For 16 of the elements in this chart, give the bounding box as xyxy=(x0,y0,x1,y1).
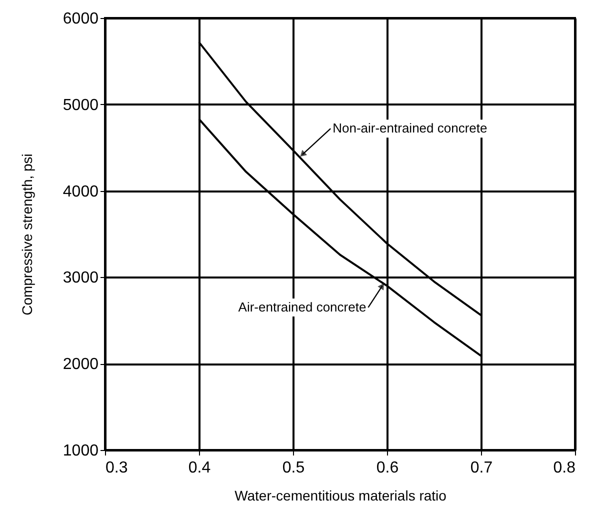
y-tick-label: 4000 xyxy=(62,183,99,200)
y-axis-title: Compressive strength, psi xyxy=(18,154,35,316)
y-tick-label: 2000 xyxy=(62,356,99,374)
x-tick-label: 0.4 xyxy=(188,460,211,476)
y-tick-label: 1000 xyxy=(62,442,99,460)
y-tick-label: 5000 xyxy=(62,96,99,114)
annotation: Air-entrained concrete xyxy=(238,299,366,314)
x-tick-label: 0.5 xyxy=(282,460,305,476)
y-tick-label: 3000 xyxy=(62,270,99,287)
annotation: Non-air-entrained concrete xyxy=(332,120,488,136)
x-tick-label: 0.3 xyxy=(106,460,128,476)
x-tick-label: 0.6 xyxy=(376,460,399,476)
y-tick-label: 6000 xyxy=(62,10,99,28)
x-tick-label: 0.8 xyxy=(553,460,576,476)
x-tick-label: 0.7 xyxy=(470,460,493,476)
x-axis-title: Water-cementitious materials ratio xyxy=(234,488,447,504)
